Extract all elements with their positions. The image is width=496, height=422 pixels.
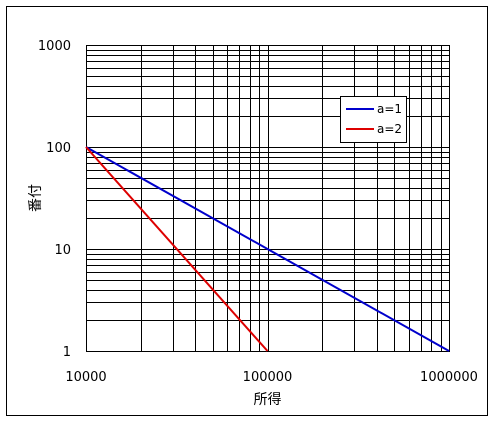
x-axis-title: 所得 xyxy=(254,391,282,408)
y-tick-labels: 1 10 100 1000 xyxy=(38,39,71,360)
y-tick-label: 100 xyxy=(46,141,71,156)
x-tick-label: 100000 xyxy=(243,370,293,385)
legend: a=1a=2 xyxy=(340,96,407,143)
x-tick-labels: 10000 100000 1000000 xyxy=(65,370,478,385)
legend-label-1: a=1 xyxy=(377,102,402,116)
y-axis-title: 番付 xyxy=(28,184,44,212)
series-line-2 xyxy=(85,146,269,352)
grid xyxy=(86,45,449,352)
y-tick-label: 1 xyxy=(63,345,71,360)
legend-label-2: a=2 xyxy=(377,122,402,136)
series-layer xyxy=(85,146,450,352)
series-line-1 xyxy=(85,146,450,352)
x-tick-label: 10000 xyxy=(65,370,106,385)
x-tick-label: 1000000 xyxy=(420,370,478,385)
legend-box xyxy=(340,96,407,143)
y-tick-label: 10 xyxy=(54,243,71,258)
plot-area-border xyxy=(86,45,450,352)
y-tick-label: 1000 xyxy=(38,39,71,54)
